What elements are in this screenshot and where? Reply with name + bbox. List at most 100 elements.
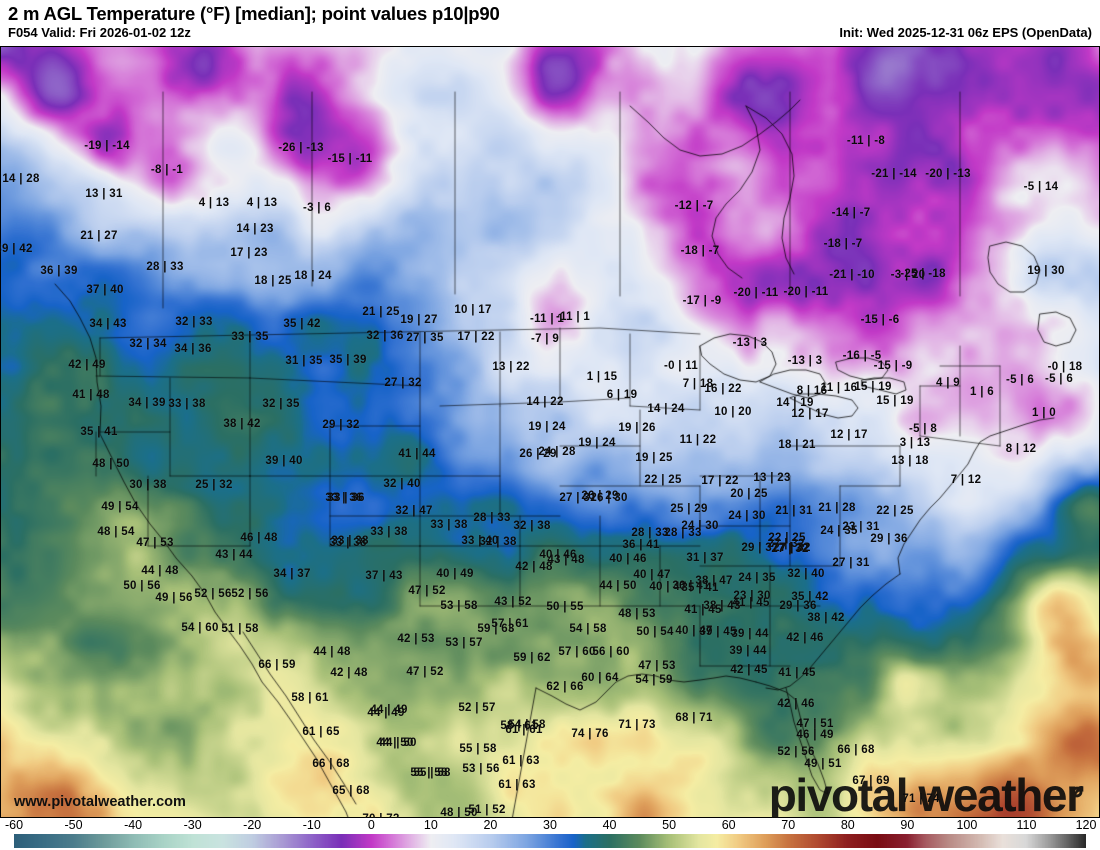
point-value-label: 39 | 44 [731, 628, 769, 640]
point-value-label: 22 | 25 [876, 505, 914, 517]
point-value-label: 66 | 59 [258, 659, 296, 671]
point-value-label: 30 | 38 [129, 479, 167, 491]
point-value-label: 24 | 35 [738, 572, 776, 584]
point-value-label: 43 | 44 [215, 549, 253, 561]
colorbar-tick: -20 [243, 818, 262, 832]
colorbar-tick: 100 [956, 818, 978, 832]
point-value-label: 23 | 31 [842, 521, 880, 533]
point-value-label: 44 | 50 [376, 737, 414, 749]
point-value-label: -15 | -6 [860, 314, 900, 326]
colorbar-tick: -60 [4, 818, 24, 832]
point-value-label: 40 | 47 [633, 569, 671, 581]
colorbar-tick: -30 [183, 818, 202, 832]
point-value-label: 11 | 16 [820, 382, 858, 394]
point-value-label: 15 | 19 [854, 381, 892, 393]
point-value-label: 14 | 23 [236, 223, 274, 235]
point-value-label: 38 | 43 [703, 600, 741, 612]
point-value-label: 49 | 51 [804, 758, 842, 770]
point-value-label: -20 | -11 [783, 286, 829, 298]
temperature-map[interactable]: 14 | 28 39 | 42 36 | 39 13 | 31 21 | 27 37 | … [0, 46, 1100, 818]
point-value-label: 4 | 13 [246, 197, 278, 209]
point-value-label: -21 | -10 [829, 269, 875, 281]
point-value-label: 32 | 38 [513, 520, 551, 532]
point-value-label: 24 | 28 [538, 446, 576, 458]
point-value-label: 58 | 61 [291, 692, 329, 704]
point-value-label: 24 | 35 [820, 525, 858, 537]
point-value-label: 32 | 38 [479, 536, 517, 548]
point-value-label: 52 | 56 [231, 588, 269, 600]
point-value-label: -13 | 3 [787, 355, 823, 367]
point-value-label: 35 | 41 [681, 582, 719, 594]
point-value-label: 6 | 19 [606, 389, 638, 401]
point-value-label: -13 | 3 [732, 337, 768, 349]
point-value-label: 28 | 33 [664, 527, 702, 539]
point-value-label: 21 | 28 [818, 502, 856, 514]
point-value-label: 44 | 50 [599, 580, 637, 592]
point-value-label: 13 | 22 [492, 361, 530, 373]
point-value-label: 65 | 68 [332, 785, 370, 797]
point-value-label: 19 | 24 [578, 437, 616, 449]
point-value-label: 42 | 46 [786, 632, 824, 644]
point-value-label: 36 | 41 [672, 580, 710, 592]
point-value-label: 35 | 39 [329, 354, 367, 366]
point-value-label: 39 | 44 [729, 645, 767, 657]
point-value-label: 34 | 37 [273, 568, 311, 580]
point-value-label: 14 | 28 [2, 173, 40, 185]
point-value-label: 44 | 49 [370, 704, 408, 716]
point-value-label: 47 | 53 [136, 537, 174, 549]
point-value-label: 41 | 45 [778, 667, 816, 679]
page-title: 2 m AGL Temperature (°F) [median]; point… [8, 3, 500, 24]
site-url-label: www.pivotalweather.com [14, 794, 186, 810]
point-value-label: 60 | 64 [581, 672, 619, 684]
point-value-label: 26 | 29 [581, 490, 619, 502]
map-header: 2 m AGL Temperature (°F) [median]; point… [0, 0, 1100, 46]
point-value-label: 37 | 40 [86, 284, 124, 296]
point-value-label: 52 | 56 [777, 746, 815, 758]
point-value-label: 19 | 30 [1027, 265, 1065, 277]
point-value-label: 71 | 73 [618, 719, 656, 731]
valid-time-label: F054 Valid: Fri 2026-01-02 12z [8, 25, 191, 40]
point-value-label: -5 | 14 [1023, 181, 1059, 193]
colorbar-tick: 40 [602, 818, 617, 832]
point-value-label: 34 | 39 [128, 397, 166, 409]
point-value-label: -5 | 6 [1005, 374, 1035, 386]
point-value-label: 10 | 17 [454, 304, 492, 316]
point-value-label: 28 | 33 [146, 261, 184, 273]
temperature-field-canvas [0, 46, 1100, 818]
point-value-label: 43 | 52 [494, 596, 532, 608]
point-value-label: 24 | 30 [728, 510, 766, 522]
point-value-label: 44 | 49 [367, 707, 405, 719]
point-value-label: 35 | 41 [80, 426, 118, 438]
point-value-label: 44 | 50 [379, 737, 417, 749]
point-value-label: 33 | 38 [329, 537, 367, 549]
point-value-label: 28 | 33 [473, 512, 511, 524]
point-value-label: 3 | 13 [899, 437, 931, 449]
point-value-label: 54 | 60 [181, 622, 219, 634]
point-value-label: -17 | -9 [682, 295, 722, 307]
point-value-label: -14 | -7 [831, 207, 871, 219]
point-value-label: 23 | 30 [733, 590, 771, 602]
point-value-label: 19 | 24 [528, 421, 566, 433]
point-value-label: 8 | 12 [1005, 443, 1037, 455]
point-value-label: 19 | 27 [400, 314, 438, 326]
point-value-label: -8 | -1 [150, 164, 184, 176]
point-value-label: -15 | -11 [327, 153, 373, 165]
point-value-label: 58 | 61 [500, 720, 538, 732]
point-value-label: 27 | 31 [559, 492, 597, 504]
point-value-label: 31 | 37 [686, 552, 724, 564]
point-value-label: 1 | 0 [1032, 407, 1056, 419]
point-value-label: 42 | 45 [730, 664, 768, 676]
point-value-label: -5 | 8 [908, 423, 938, 435]
point-value-label: -16 | -5 [842, 350, 882, 362]
point-value-label: 32 | 47 [395, 505, 433, 517]
point-value-label: 55 | 58 [410, 767, 448, 779]
colorbar-tick: 70 [781, 818, 796, 832]
point-value-label: 17 | 22 [457, 331, 495, 343]
point-value-label: 40 | 46 [539, 549, 577, 561]
point-value-label: 44 | 48 [141, 565, 179, 577]
point-value-label: -20 | -13 [925, 168, 971, 180]
point-value-label: 21 | 27 [80, 230, 118, 242]
point-value-label: 74 | 76 [571, 728, 609, 740]
point-value-label: 19 | 25 [635, 452, 673, 464]
